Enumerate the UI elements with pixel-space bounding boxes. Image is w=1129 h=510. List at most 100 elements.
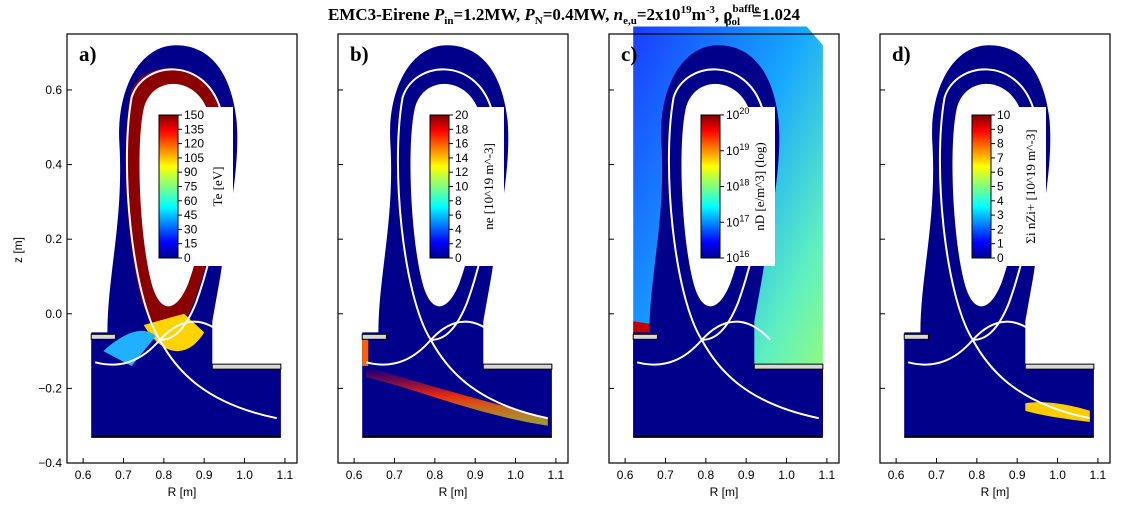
x-tick-label: 0.8 [426,468,443,482]
colorbar-tick-label: 14 [455,151,469,165]
x-tick-label: 1.0 [236,468,253,482]
separatrix [125,68,226,341]
colorbar-label: nD [e/m^3] (log) [752,142,767,230]
colorbar-tick-label: 45 [184,208,198,222]
inner-divertor-leg [636,320,772,366]
colorbar-tick-label: 18 [455,122,469,136]
colorbar-tick-label: 150 [184,108,204,122]
x-tick-label: 0.7 [657,468,674,482]
axes-frame [608,33,840,464]
x-tick-label: 1.1 [277,468,294,482]
colorbar-tick-label: 6 [997,165,1004,179]
x-tick-label: 1.1 [819,468,836,482]
x-axis-label: R [m] [168,485,197,499]
colorbar-tick-label: 2 [997,222,1004,236]
colorbar-tick-label: 60 [184,194,198,208]
x-tick-label: 0.8 [155,468,172,482]
y-axis-label: z [m] [11,237,25,263]
inner-divertor-leg [365,320,501,366]
x-tick-label: 1.1 [1090,468,1107,482]
colorbar-tick-label: 90 [184,165,198,179]
inner-baffle [903,333,929,340]
separatrix [667,68,768,341]
colorbar-tick-label: 4 [997,194,1004,208]
impurity-peak [1025,402,1090,422]
colorbar-tick-label: 12 [455,165,469,179]
colorbar-tick-label: 4 [455,222,462,236]
colorbar-tick-label: 20 [455,108,469,122]
colorbar-label: Σi nZi+ [10^19 m^-3] [1023,129,1038,243]
panel-c: c)0.6 0.7 0.8 0.9 1.0 1.1R [m]102010191018101… [608,26,840,499]
y-tick-label: 0.2 [45,232,62,246]
x-tick-label: 0.6 [75,468,92,482]
x-tick-label: 1.0 [507,468,524,482]
y-tick-label: 0.0 [45,307,62,321]
outer-divertor-leg [971,339,1091,420]
x-axis-label: R [m] [439,485,468,499]
x-tick-label: 0.9 [467,468,484,482]
colorbar-tick-label: 1 [997,237,1004,251]
colorbar [429,114,450,259]
separatrix [938,68,1039,341]
colorbar-tick-label: 0 [184,251,191,265]
x-tick-label: 0.7 [386,468,403,482]
y-tick-label: −0.2 [38,381,62,395]
colorbar-label: Te [eV] [210,167,225,207]
colorbar-tick-label: 0 [455,251,462,265]
colorbar-label: ne [10^19 m^-3] [481,143,496,230]
inner-divertor-leg [907,320,1043,366]
colorbar [700,114,721,259]
colorbar-tick-label: 8 [455,194,462,208]
x-tick-label: 1.0 [778,468,795,482]
outer-divertor-leg [429,339,549,420]
panel-label: b) [350,42,369,66]
inner-target-density [362,336,369,367]
axes-frame [879,33,1111,464]
colorbar-tick-label: 15 [184,237,198,251]
x-axis-label: R [m] [710,485,739,499]
inner-baffle [90,333,116,340]
outer-baffle [753,363,824,370]
panel-d: d)0.6 0.7 0.8 0.9 1.0 1.1R [m]109876543210Σi … [879,33,1111,499]
colorbar-tick-label: 2 [455,237,462,251]
colorbar-tick-label: 0 [997,251,1004,265]
panel-label: a) [79,42,97,66]
x-tick-label: 0.7 [115,468,132,482]
colorbar-tick-label: 9 [997,122,1004,136]
colorbar-tick-label: 105 [184,151,204,165]
outer-divertor-leg [158,339,278,420]
panel-label: d) [892,42,911,66]
colorbar-tick-label: 75 [184,180,198,194]
x-tick-label: 0.7 [928,468,945,482]
outer-baffle [211,363,282,370]
colorbar-tick-label: 8 [997,137,1004,151]
x-tick-label: 0.9 [738,468,755,482]
colorbar-tick-label: 10 [997,108,1011,122]
axes-frame [337,33,569,464]
y-tick-label: −0.4 [38,456,62,470]
axes-frame [66,33,298,464]
inner-leg-glow [103,330,156,366]
figure-title: EMC3-Eirene Pin=1.2MW, PN=0.4MW, ne,u=2x… [328,3,801,28]
colorbar [158,114,179,259]
panel-label: c) [621,42,637,66]
panels: a) 0.6 0.7 0.8 0.9 1.0 1.1 R [m] 0.6 0.4 0.2 0.0 −0.… [38,26,1111,499]
x-tick-label: 1.0 [1049,468,1066,482]
outer-baffle [1024,363,1095,370]
x-tick-label: 0.6 [617,468,634,482]
outer-baffle [482,363,553,370]
outer-divertor-leg [700,339,820,420]
colorbar-tick-label: 135 [184,122,204,136]
x-tick-label: 0.9 [196,468,213,482]
colorbar-tick-label: 30 [184,222,198,236]
inner-baffle [632,333,658,340]
colorbar-tick-label: 6 [455,208,462,222]
x-axis-label: R [m] [981,485,1010,499]
x-tick-label: 0.8 [968,468,985,482]
colorbar-tick-label: 7 [997,151,1004,165]
colorbar-tick-label: 5 [997,180,1004,194]
panel-a: a) 0.6 0.7 0.8 0.9 1.0 1.1 R [m] 0.6 0.4 0.2 0.0 −0.… [38,33,298,499]
colorbar-tick-label: 3 [997,208,1004,222]
x-tick-label: 0.8 [697,468,714,482]
